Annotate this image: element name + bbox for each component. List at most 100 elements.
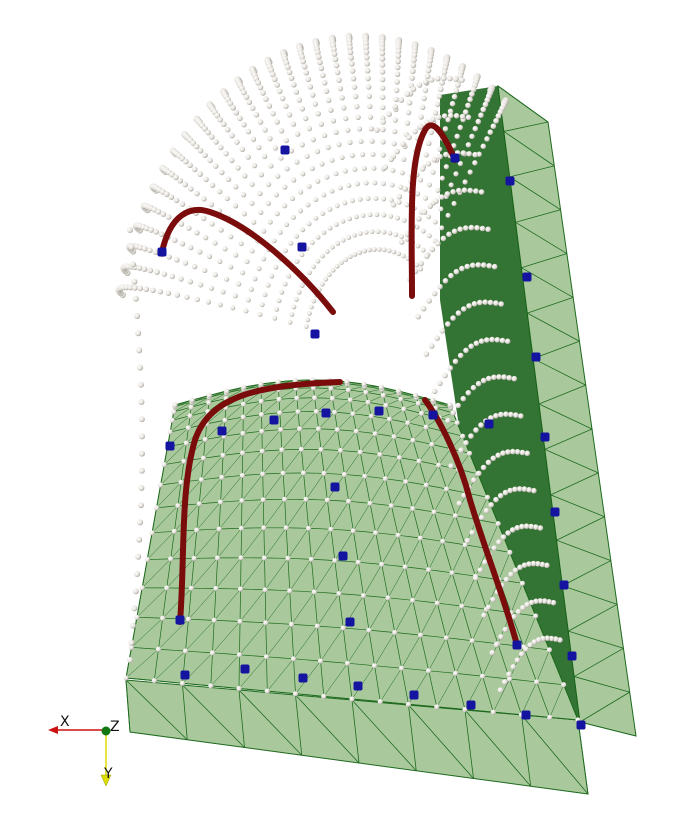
blue-marker	[345, 617, 355, 627]
particle-bead	[275, 173, 281, 179]
particle-bead	[527, 642, 534, 648]
dome-particle	[292, 377, 298, 384]
particle-bead	[360, 212, 366, 218]
dome-diagonal	[260, 381, 279, 387]
dome-diagonal	[189, 402, 209, 417]
dome-diagonal	[549, 684, 564, 718]
particle-bead	[451, 228, 458, 235]
particle-bead	[160, 211, 167, 217]
particle-bead	[217, 302, 223, 308]
particle-bead	[479, 514, 485, 521]
particle-bead	[256, 266, 262, 272]
particle-bead	[451, 143, 457, 149]
particle-bead	[336, 141, 342, 148]
particle-bead	[245, 128, 252, 135]
particle-bead	[354, 103, 360, 110]
particle-bead	[329, 244, 335, 250]
dome-diagonal	[203, 436, 225, 459]
particle-bead	[315, 53, 322, 60]
dome-particle	[459, 603, 465, 609]
dome-particle	[158, 482, 164, 488]
particle-bead	[184, 294, 190, 300]
particle-bead	[481, 612, 487, 619]
dome-diagonal	[334, 530, 354, 561]
particle-bead	[212, 163, 219, 169]
dome-particle	[484, 494, 491, 500]
right-wall-gridline	[509, 176, 561, 211]
particle-bead	[158, 231, 165, 238]
particle-bead	[420, 228, 426, 234]
particle-bead	[223, 150, 229, 157]
particle-bead	[306, 183, 312, 189]
particle-bead	[347, 216, 352, 222]
particle-bead	[437, 153, 443, 160]
particle-bead	[375, 229, 381, 235]
particle-bead	[519, 651, 525, 657]
dome-diagonal	[332, 389, 349, 399]
dome-particle	[219, 474, 225, 480]
particle-bead	[362, 248, 367, 254]
particle-bead	[473, 427, 479, 433]
dome-diagonal	[438, 448, 451, 466]
particle-bead	[493, 641, 500, 648]
particle-bead	[243, 308, 249, 314]
blue-marker	[567, 651, 577, 661]
particle-bead	[441, 113, 448, 119]
dome-particle	[405, 420, 411, 426]
particle-bead	[548, 635, 555, 642]
particle-bead	[509, 527, 516, 533]
dome-diagonal	[317, 593, 340, 627]
floor-gridline	[577, 719, 589, 795]
particle-bead	[334, 263, 340, 269]
particle-bead	[508, 571, 514, 578]
dome-diagonal	[212, 621, 241, 654]
blue-marker	[576, 720, 586, 730]
particle-bead	[393, 96, 399, 103]
dome-particle	[301, 470, 307, 476]
dome-particle	[396, 455, 403, 461]
dome-particle	[206, 400, 212, 406]
dome-diagonal	[299, 411, 317, 430]
dome-particle	[453, 670, 459, 677]
right-wall-gridline	[574, 676, 630, 693]
dome-particle	[224, 388, 230, 394]
particle-bead	[147, 267, 154, 274]
blue-marker	[217, 426, 227, 436]
dome-particle	[417, 535, 423, 541]
particle-bead	[426, 62, 433, 69]
particle-bead	[343, 115, 349, 122]
particle-bead	[401, 217, 407, 223]
dome-diagonal	[314, 560, 336, 593]
particle-bead	[246, 99, 253, 106]
particle-bead	[394, 148, 400, 155]
dome-particle	[202, 436, 208, 443]
particle-bead	[472, 160, 478, 166]
particle-bead	[365, 196, 371, 201]
particle-bead	[249, 200, 255, 206]
particle-bead	[230, 305, 236, 311]
particle-bead	[241, 211, 247, 217]
blue-marker	[353, 681, 363, 691]
dome-diagonal	[261, 399, 280, 415]
particle-bead	[325, 144, 331, 151]
y-axis-arrow-icon	[100, 774, 112, 787]
dome-diagonal	[162, 588, 192, 619]
particle-bead	[412, 128, 418, 135]
dome-particle	[258, 398, 264, 404]
particle-bead	[414, 224, 420, 230]
particle-bead	[395, 58, 401, 65]
particle-bead	[539, 561, 546, 568]
dome-diagonal	[482, 643, 499, 677]
particle-bead	[379, 45, 386, 52]
particle-bead	[251, 219, 257, 225]
particle-bead	[506, 375, 512, 381]
dome-diagonal	[398, 392, 416, 396]
particle-bead	[337, 185, 343, 191]
particle-bead	[163, 191, 170, 198]
particle-bead	[271, 76, 278, 83]
particle-bead	[363, 54, 370, 61]
particle-bead	[386, 248, 392, 254]
dome-particle	[382, 476, 388, 482]
dome-particle	[279, 447, 285, 453]
